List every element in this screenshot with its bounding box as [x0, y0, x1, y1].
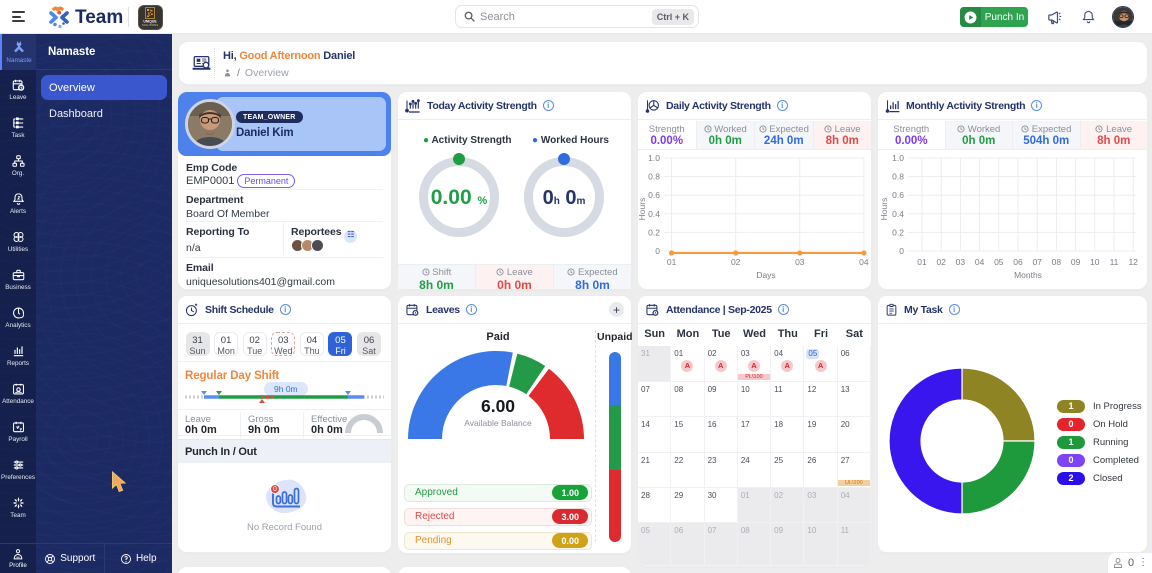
- svg-text:01: 01: [667, 257, 677, 267]
- svg-text:06: 06: [1013, 257, 1023, 267]
- svg-text:04: 04: [859, 257, 869, 267]
- svg-text:1.0: 1.0: [648, 153, 660, 163]
- svg-text:11: 11: [1110, 257, 1119, 267]
- svg-text:02: 02: [936, 257, 946, 267]
- svg-text:0: 0: [655, 246, 660, 256]
- svg-text:02: 02: [731, 257, 741, 267]
- svg-text:Hours: Hours: [879, 198, 889, 221]
- svg-text:08: 08: [1052, 257, 1062, 267]
- svg-text:05: 05: [994, 257, 1004, 267]
- svg-text:03: 03: [956, 257, 966, 267]
- svg-text:01: 01: [917, 257, 927, 267]
- svg-text:10: 10: [1090, 257, 1100, 267]
- svg-text:Months: Months: [1014, 270, 1042, 280]
- svg-text:09: 09: [1071, 257, 1081, 267]
- svg-text:0.8: 0.8: [648, 172, 660, 182]
- svg-text:0.6: 0.6: [648, 190, 660, 200]
- svg-text:Days: Days: [756, 270, 775, 280]
- svg-text:04: 04: [975, 257, 985, 267]
- svg-text:0.8: 0.8: [892, 172, 904, 182]
- svg-text:12: 12: [1128, 257, 1138, 267]
- svg-text:1.0: 1.0: [892, 153, 904, 163]
- svg-text:0.2: 0.2: [892, 227, 904, 237]
- svg-text:0.2: 0.2: [648, 227, 660, 237]
- svg-text:0.4: 0.4: [648, 209, 660, 219]
- svg-text:UNIQUE: UNIQUE: [143, 20, 157, 24]
- svg-text:0: 0: [899, 246, 904, 256]
- svg-text:Hours: Hours: [638, 198, 647, 221]
- svg-text:SOLUTIONS: SOLUTIONS: [142, 23, 158, 27]
- svg-text:03: 03: [795, 257, 805, 267]
- svg-text:0.4: 0.4: [892, 209, 904, 219]
- svg-text:07: 07: [1032, 257, 1042, 267]
- svg-text:0.6: 0.6: [892, 190, 904, 200]
